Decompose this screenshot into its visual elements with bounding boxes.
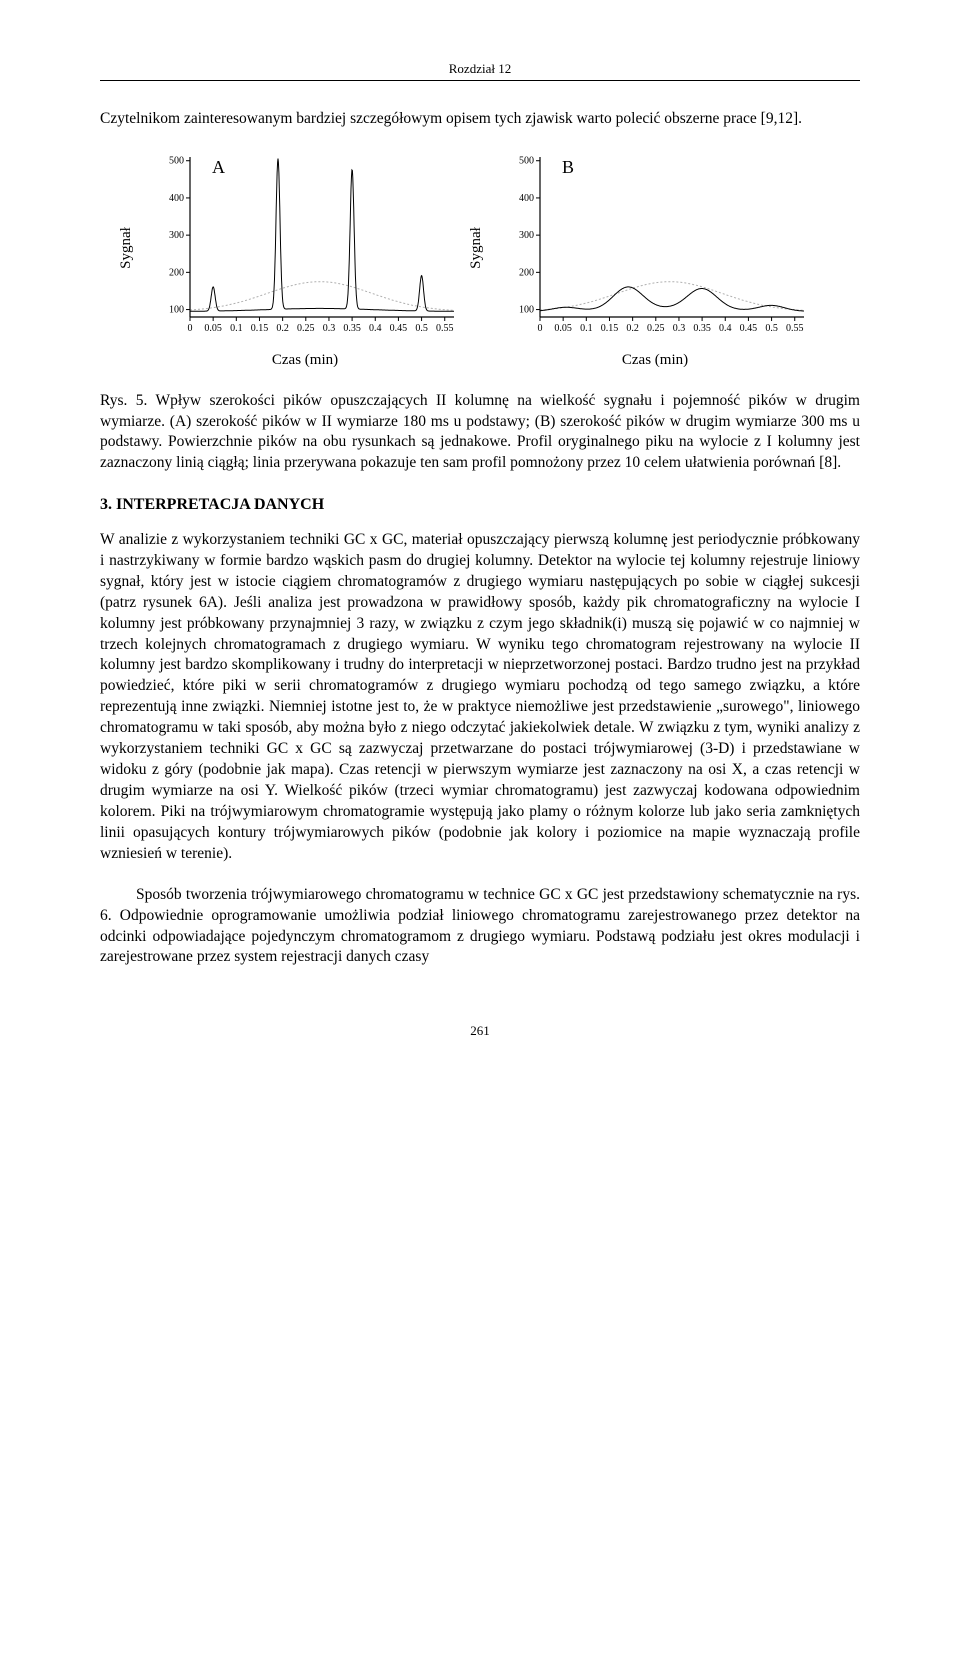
y-axis-label-A: Sygnał xyxy=(116,227,136,269)
svg-text:0.3: 0.3 xyxy=(323,323,336,334)
svg-text:0.55: 0.55 xyxy=(436,323,454,334)
svg-text:0.2: 0.2 xyxy=(626,323,639,334)
svg-text:500: 500 xyxy=(519,156,534,167)
chart-svg-A: 100 200 300 400 500 0 0.05 0.1 0.15 0.2 0.25 0.3 0.3… xyxy=(150,149,460,339)
svg-text:0.35: 0.35 xyxy=(693,323,711,334)
panel-letter-A: A xyxy=(212,155,225,179)
svg-text:200: 200 xyxy=(519,268,534,279)
svg-text:0.35: 0.35 xyxy=(343,323,361,334)
svg-text:400: 400 xyxy=(519,193,534,204)
svg-text:0: 0 xyxy=(538,323,543,334)
svg-text:0.55: 0.55 xyxy=(786,323,804,334)
svg-text:0: 0 xyxy=(188,323,193,334)
svg-text:0.05: 0.05 xyxy=(554,323,572,334)
svg-text:400: 400 xyxy=(169,193,184,204)
svg-text:200: 200 xyxy=(169,268,184,279)
chart-svg-B: 100 200 300 400 500 0 0.05 0.1 0.15 0.2 0.25 0.3 0.3… xyxy=(500,149,810,339)
svg-text:0.1: 0.1 xyxy=(580,323,593,334)
body-paragraph-1: W analizie z wykorzystaniem techniki GC … xyxy=(100,530,860,865)
svg-text:0.45: 0.45 xyxy=(390,323,408,334)
svg-text:0.15: 0.15 xyxy=(251,323,269,334)
x-axis-label-A: Czas (min) xyxy=(272,350,338,370)
y-axis-label-B: Sygnał xyxy=(466,227,486,269)
svg-text:500: 500 xyxy=(169,156,184,167)
svg-text:0.2: 0.2 xyxy=(276,323,289,334)
header-rule xyxy=(100,80,860,81)
svg-text:0.5: 0.5 xyxy=(415,323,428,334)
svg-text:0.4: 0.4 xyxy=(719,323,732,334)
svg-text:0.4: 0.4 xyxy=(369,323,382,334)
svg-text:300: 300 xyxy=(169,231,184,242)
figure-caption: Rys. 5. Wpływ szerokości pików opuszczaj… xyxy=(100,391,860,475)
figure-charts: Sygnał A 100 200 300 400 500 0 0.05 0.1 0.15 0.2 0… xyxy=(100,149,860,370)
svg-text:0.25: 0.25 xyxy=(647,323,665,334)
svg-text:0.25: 0.25 xyxy=(297,323,315,334)
x-axis-label-B: Czas (min) xyxy=(622,350,688,370)
svg-text:300: 300 xyxy=(519,231,534,242)
chart-A: Sygnał A 10020030040050000.050.10.150.20… xyxy=(150,149,460,346)
chart-B: Sygnał B 10020030040050000.050.10.150.20… xyxy=(500,149,810,346)
body-paragraph-2: Sposób tworzenia trójwymiarowego chromat… xyxy=(100,885,860,969)
page-number: 261 xyxy=(100,1022,860,1040)
svg-text:0.05: 0.05 xyxy=(204,323,222,334)
intro-paragraph: Czytelnikom zainteresowanym bardziej szc… xyxy=(100,109,860,130)
chapter-label: Rozdział 12 xyxy=(100,60,860,78)
panel-letter-B: B xyxy=(562,155,574,179)
svg-text:0.45: 0.45 xyxy=(740,323,758,334)
svg-text:100: 100 xyxy=(169,305,184,316)
svg-text:0.5: 0.5 xyxy=(765,323,778,334)
svg-text:0.15: 0.15 xyxy=(601,323,619,334)
svg-text:0.3: 0.3 xyxy=(673,323,686,334)
svg-text:100: 100 xyxy=(519,305,534,316)
section-heading: 3. INTERPRETACJA DANYCH xyxy=(100,494,860,516)
svg-text:0.1: 0.1 xyxy=(230,323,243,334)
